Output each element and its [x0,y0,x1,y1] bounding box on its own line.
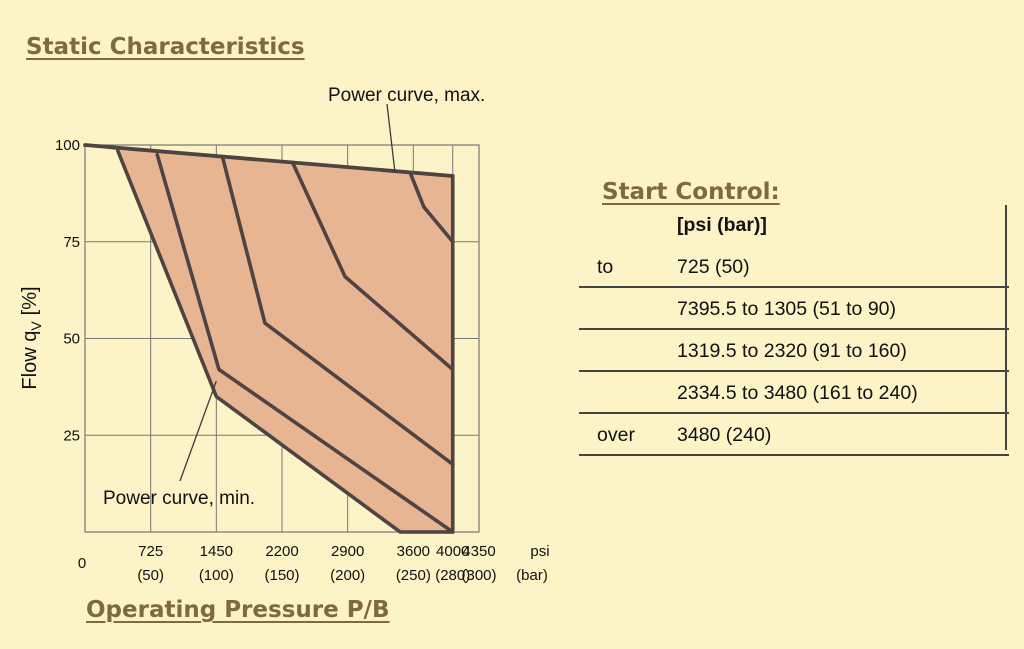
chart-title: Static Characteristics [26,34,305,60]
tick-layer: 25 50 75 100 725 (50) 1450 (100) 2200 (150) 2900 (2… [55,137,497,584]
x-tick-label-bar: (50) [137,567,164,584]
x-tick-label-psi: 2200 [265,543,298,560]
table-vertical-rule [1005,205,1007,450]
power-curve-max [83,143,455,178]
start-control-header-row: [psi (bar)] [579,208,1009,246]
characteristic-curve [290,160,455,372]
x-unit-psi: psi [530,543,549,560]
x-tick-label-psi: 725 [138,543,163,560]
x-tick-label-bar: (250) [396,567,431,584]
row-value: 3480 (240) [677,424,772,446]
row-label: to [597,256,614,278]
y-tick-label: 75 [63,234,80,251]
start-control-row: 2334.5 to 3480 (161 to 240) [579,372,1009,414]
unit-header: [psi (bar)] [677,214,767,236]
x-origin-label: 0 [78,555,86,572]
characteristic-curve [221,156,455,467]
row-value: 725 (50) [677,256,750,278]
x-tick-label-psi: 1450 [200,543,233,560]
row-label: over [597,424,635,446]
annotation-power-curve-max: Power curve, max. [328,85,485,106]
y-axis-label: Flow qV [%] [19,286,44,389]
start-control-row: over 3480 (240) [579,414,1009,456]
power-range-fill [85,145,453,532]
y-axis-label-unit: [%] [19,286,41,315]
x-tick-label-bar: (300) [461,567,496,584]
characteristic-curve [408,172,455,244]
row-value: 1319.5 to 2320 (91 to 160) [677,340,907,362]
x-tick-label-bar: (100) [199,567,234,584]
start-control-title: Start Control: [602,179,780,205]
row-value: 7395.5 to 1305 (51 to 90) [677,298,897,320]
y-tick-label: 50 [63,331,80,348]
start-control-row: 1319.5 to 2320 (91 to 160) [579,330,1009,372]
y-axis-label-sub: V [28,321,44,331]
x-tick-label-bar: (200) [330,567,365,584]
annotation-power-curve-min: Power curve, min. [103,488,255,509]
power-curve-min [116,149,455,534]
annotation-leader-min [179,380,217,482]
x-tick-label-bar: (150) [264,567,299,584]
x-tick-label-psi: 3600 [397,543,430,560]
y-axis-label-main: Flow q [19,331,41,390]
y-tick-label: 100 [55,137,80,154]
x-axis-title: Operating Pressure P/B [86,597,390,623]
fill-layer [85,145,453,532]
x-tick-label-psi: 4000 [436,543,469,560]
start-control-table: [psi (bar)] to 725 (50) 7395.5 to 1305 (… [579,208,1009,456]
y-tick-label: 25 [63,427,80,444]
x-tick-label-bar: (280) [435,567,470,584]
row-value: 2334.5 to 3480 (161 to 240) [677,382,918,404]
characteristic-curve [155,152,455,534]
x-tick-label-psi: 2900 [331,543,364,560]
line-layer [83,143,455,534]
x-unit-bar: (bar) [516,567,548,584]
annotation-leader-max [386,103,396,173]
start-control-row: to 725 (50) [579,246,1009,288]
start-control-row: 7395.5 to 1305 (51 to 90) [579,288,1009,330]
x-tick-label-psi: 4350 [462,543,495,560]
